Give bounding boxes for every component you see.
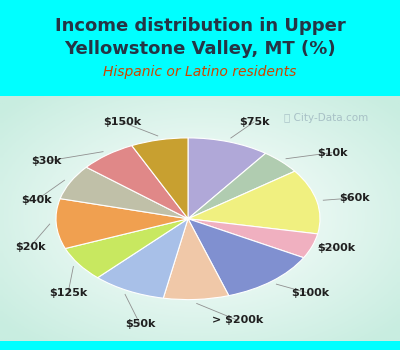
Wedge shape — [163, 219, 229, 300]
Wedge shape — [86, 146, 188, 219]
Text: $40k: $40k — [21, 195, 51, 205]
Wedge shape — [60, 167, 188, 219]
Text: > $200k: > $200k — [212, 315, 264, 326]
Text: $125k: $125k — [49, 288, 87, 299]
Wedge shape — [98, 219, 188, 298]
Text: $10k: $10k — [317, 148, 347, 158]
Wedge shape — [188, 153, 295, 219]
Wedge shape — [65, 219, 188, 278]
Text: $20k: $20k — [15, 242, 45, 252]
Text: ⓘ City-Data.com: ⓘ City-Data.com — [284, 113, 368, 124]
Wedge shape — [188, 171, 320, 234]
Text: $100k: $100k — [291, 288, 329, 299]
Wedge shape — [188, 138, 266, 219]
Text: $150k: $150k — [103, 117, 141, 127]
Text: $50k: $50k — [125, 319, 155, 329]
Text: $200k: $200k — [317, 243, 355, 253]
Text: Income distribution in Upper
Yellowstone Valley, MT (%): Income distribution in Upper Yellowstone… — [55, 17, 345, 57]
Text: $60k: $60k — [339, 193, 369, 203]
Text: Hispanic or Latino residents: Hispanic or Latino residents — [103, 65, 297, 79]
Wedge shape — [188, 219, 318, 258]
Wedge shape — [56, 199, 188, 248]
Text: $75k: $75k — [239, 117, 269, 127]
Text: $30k: $30k — [31, 156, 61, 166]
Wedge shape — [132, 138, 188, 219]
Wedge shape — [188, 219, 304, 296]
